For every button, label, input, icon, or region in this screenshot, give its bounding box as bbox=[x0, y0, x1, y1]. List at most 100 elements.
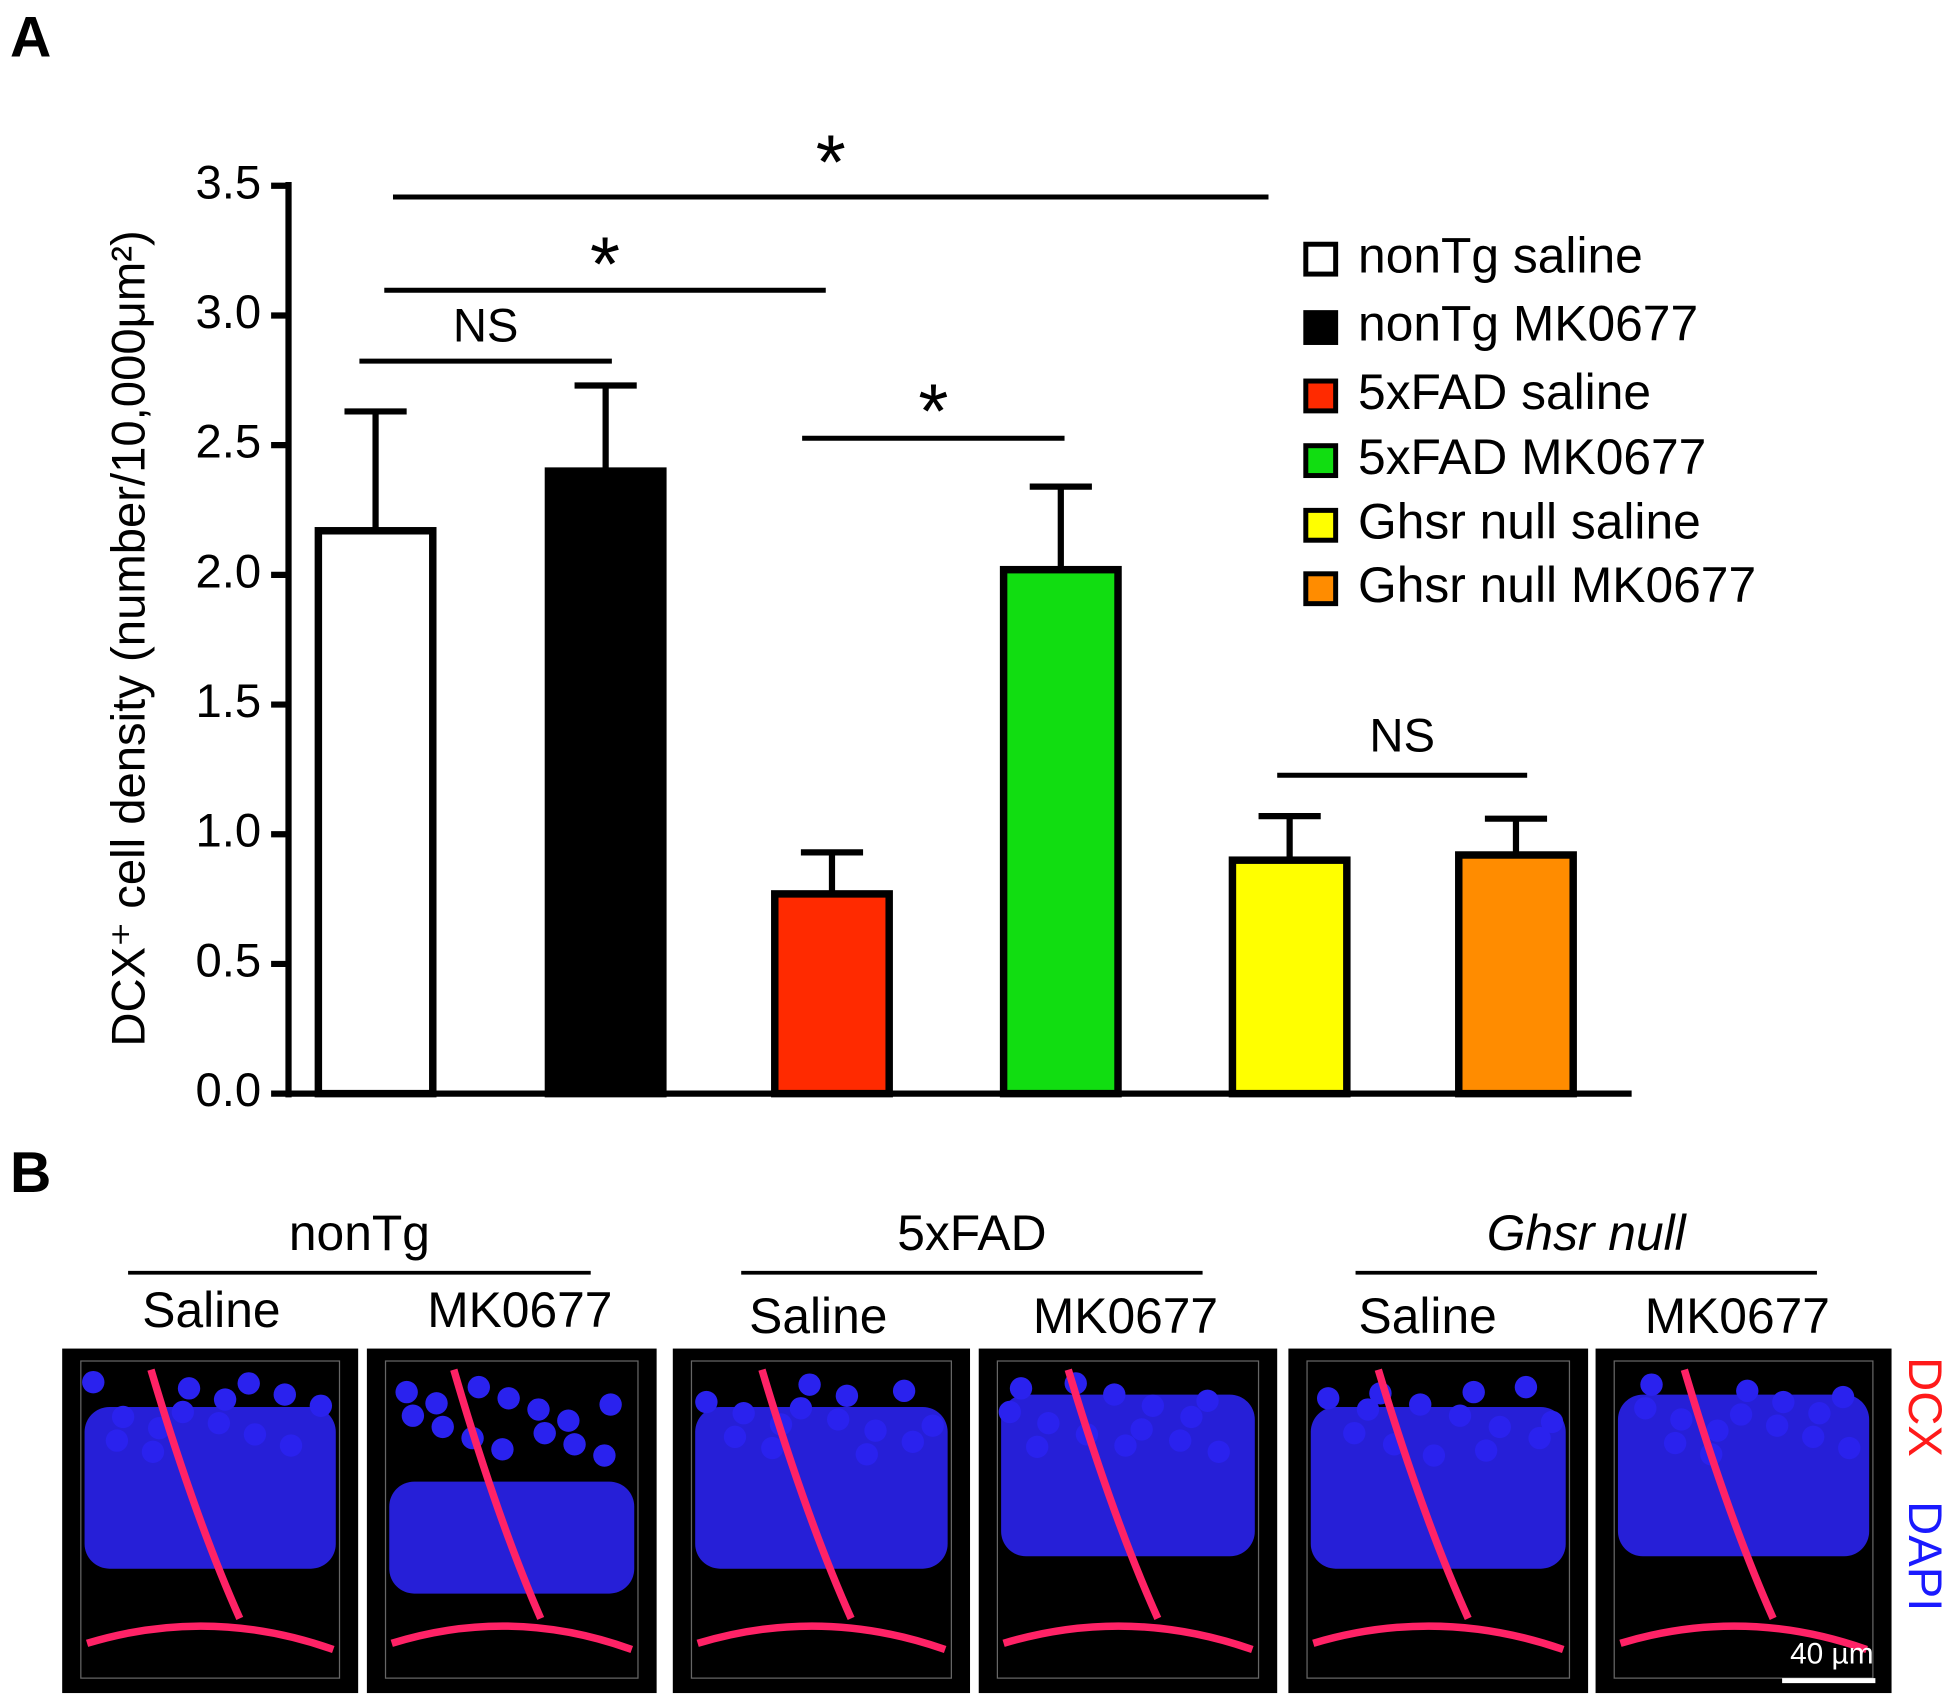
nucleus bbox=[557, 1409, 580, 1432]
nucleus bbox=[1141, 1394, 1165, 1417]
nucleus bbox=[401, 1404, 425, 1427]
nucleus bbox=[1009, 1377, 1033, 1400]
significance-label: NS bbox=[453, 299, 519, 352]
bar bbox=[314, 527, 437, 1098]
y-tick-label: 1.5 bbox=[195, 675, 261, 728]
legend-swatch bbox=[1303, 571, 1339, 607]
dapi-region bbox=[1310, 1407, 1566, 1569]
nucleus bbox=[1114, 1434, 1137, 1457]
nucleus bbox=[1356, 1398, 1380, 1421]
nucleus bbox=[1663, 1431, 1687, 1455]
nucleus bbox=[998, 1400, 1022, 1424]
nucleus bbox=[237, 1372, 260, 1395]
nucleus bbox=[1130, 1418, 1153, 1441]
nucleus bbox=[467, 1375, 490, 1399]
nucleus bbox=[563, 1433, 586, 1456]
nucleus bbox=[1640, 1373, 1663, 1396]
legend-swatch bbox=[1303, 378, 1339, 414]
nucleus bbox=[207, 1411, 231, 1435]
dcx-process bbox=[696, 1368, 947, 1654]
y-tick-label: 2.0 bbox=[195, 545, 261, 598]
nucleus bbox=[1528, 1426, 1551, 1450]
nucleus bbox=[1474, 1439, 1498, 1462]
nucleus bbox=[1180, 1405, 1203, 1429]
nucleus bbox=[1316, 1387, 1340, 1410]
nucleus bbox=[82, 1370, 105, 1394]
frame bbox=[384, 1360, 639, 1679]
frame bbox=[996, 1360, 1260, 1679]
nucleus bbox=[1765, 1414, 1789, 1437]
condition-label: MK0677 bbox=[1033, 1288, 1218, 1344]
nucleus bbox=[1831, 1385, 1855, 1409]
nucleus bbox=[1706, 1419, 1729, 1442]
nucleus bbox=[1808, 1402, 1831, 1425]
y-tick-label: 0.5 bbox=[195, 934, 261, 987]
nucleus bbox=[1670, 1408, 1693, 1431]
significance-label: * bbox=[918, 368, 948, 454]
nucleus bbox=[1037, 1411, 1060, 1435]
nucleus bbox=[593, 1444, 616, 1467]
nucleus bbox=[1448, 1404, 1472, 1427]
nucleus bbox=[789, 1397, 813, 1420]
legend-label: Ghsr null MK0677 bbox=[1358, 557, 1756, 613]
nucleus bbox=[864, 1419, 887, 1442]
nucleus bbox=[213, 1388, 237, 1411]
frame bbox=[1306, 1360, 1571, 1679]
nucleus bbox=[1729, 1403, 1753, 1426]
nucleus bbox=[1343, 1421, 1366, 1445]
nucleus bbox=[1736, 1379, 1759, 1403]
frame bbox=[1613, 1360, 1874, 1679]
nucleus bbox=[1462, 1380, 1485, 1404]
dcx-process bbox=[1619, 1368, 1868, 1654]
y-tick-label: 3.5 bbox=[195, 156, 261, 209]
legend-label: nonTg saline bbox=[1358, 227, 1643, 283]
nucleus bbox=[177, 1377, 201, 1400]
dcx-process bbox=[390, 1368, 634, 1654]
nucleus bbox=[533, 1421, 556, 1445]
legend-swatch bbox=[1303, 507, 1339, 543]
nucleus bbox=[1634, 1397, 1657, 1420]
y-tick-label: 3.0 bbox=[195, 286, 261, 339]
frame bbox=[80, 1360, 341, 1679]
bar bbox=[999, 565, 1122, 1098]
nucleus bbox=[491, 1438, 514, 1461]
nucleus bbox=[1540, 1410, 1564, 1434]
nucleus bbox=[892, 1379, 916, 1403]
dcx-process bbox=[85, 1368, 335, 1654]
nucleus bbox=[1025, 1435, 1049, 1459]
nucleus bbox=[243, 1423, 267, 1446]
dapi-region bbox=[695, 1407, 948, 1569]
group-label: Ghsr null bbox=[1487, 1205, 1688, 1261]
legend-label: Ghsr null saline bbox=[1358, 493, 1701, 549]
nucleus bbox=[1802, 1425, 1825, 1449]
nucleus bbox=[827, 1408, 850, 1431]
dapi-region bbox=[1001, 1394, 1255, 1557]
legend-swatch bbox=[1303, 310, 1339, 345]
dcx-process bbox=[1002, 1368, 1254, 1654]
nucleus bbox=[273, 1383, 296, 1406]
nucleus bbox=[1838, 1436, 1861, 1460]
panel-label: A bbox=[10, 6, 51, 70]
legend-label: 5xFAD MK0677 bbox=[1358, 429, 1706, 485]
nucleus bbox=[1488, 1415, 1512, 1439]
nucleus bbox=[723, 1425, 747, 1449]
nucleus bbox=[1772, 1390, 1795, 1414]
significance-label: NS bbox=[1369, 710, 1435, 763]
y-tick-label: 0.0 bbox=[195, 1064, 261, 1117]
nucleus bbox=[497, 1387, 520, 1410]
nucleus bbox=[695, 1390, 718, 1414]
nucleus bbox=[141, 1440, 165, 1463]
condition-label: Saline bbox=[749, 1288, 887, 1344]
legend-label: 5xFAD saline bbox=[1358, 364, 1651, 420]
nucleus bbox=[761, 1436, 784, 1460]
nucleus bbox=[395, 1380, 418, 1404]
condition-label: Saline bbox=[1359, 1288, 1497, 1344]
nucleus bbox=[599, 1393, 622, 1416]
nucleus bbox=[855, 1443, 878, 1466]
nucleus bbox=[1207, 1440, 1230, 1463]
nucleus bbox=[1422, 1444, 1446, 1467]
nucleus bbox=[171, 1400, 195, 1424]
y-axis-label: DCX⁺ cell density (number/10,000μm²) bbox=[102, 230, 155, 1046]
nucleus bbox=[425, 1392, 448, 1415]
